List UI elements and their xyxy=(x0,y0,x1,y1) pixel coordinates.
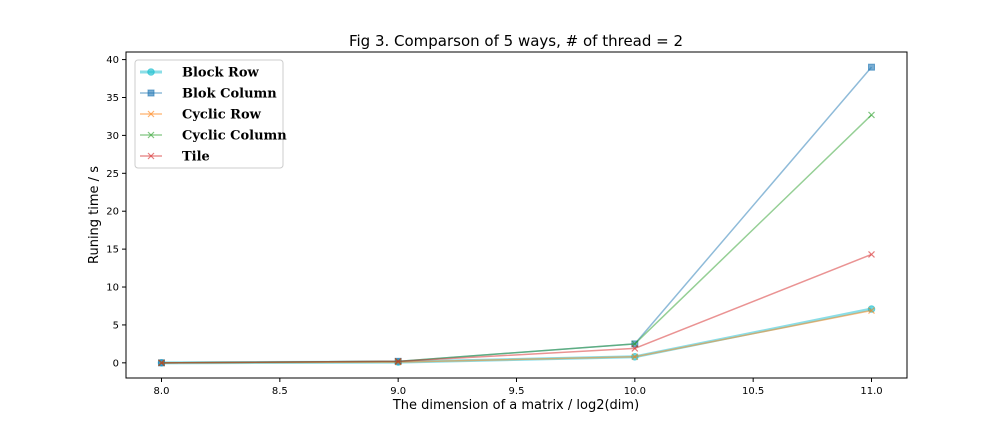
legend-label: Cyclic Column xyxy=(182,129,287,144)
y-tick-label: 35 xyxy=(106,93,119,104)
legend-label: Cyclic Row xyxy=(182,108,262,123)
legend-item-cyclic-column: Cyclic Column xyxy=(140,129,287,144)
y-tick-label: 25 xyxy=(106,169,119,180)
x-tick-label: 10.5 xyxy=(742,386,764,397)
legend-item-block-row: Block Row xyxy=(140,66,260,81)
chart-title: Fig 3. Comparson of 5 ways, # of thread … xyxy=(349,32,683,50)
legend-item-tile: Tile xyxy=(140,150,210,165)
x-tick-label: 11.0 xyxy=(860,386,882,397)
data-point-blok-column xyxy=(868,63,875,71)
series-cyclic-row xyxy=(158,307,875,367)
data-point-cyclic-row xyxy=(868,307,875,314)
legend-item-cyclic-row: Cyclic Row xyxy=(140,108,262,123)
x-tick-label: 8.5 xyxy=(272,386,288,397)
y-tick-label: 5 xyxy=(113,320,119,331)
x-tick-label: 8.0 xyxy=(154,386,170,397)
y-tick-label: 10 xyxy=(106,283,119,294)
legend-label: Block Row xyxy=(182,66,260,81)
data-point-cyclic-column xyxy=(868,111,875,119)
legend-marker xyxy=(147,68,155,76)
x-axis-label: The dimension of a matrix / log2(dim) xyxy=(392,398,639,413)
legend-item-blok-column: Blok Column xyxy=(140,87,277,102)
data-point-tile xyxy=(394,357,402,365)
legend-marker xyxy=(147,89,155,97)
x-tick-label: 10.0 xyxy=(624,386,646,397)
legend-label: Tile xyxy=(182,150,210,165)
series-layer xyxy=(157,63,876,367)
legend-marker xyxy=(147,110,155,118)
series-block-row xyxy=(157,305,876,367)
legend-box xyxy=(134,59,284,169)
y-axis: 0 5 10 15 20 25 30 35 40 xyxy=(106,55,126,369)
legend-marker xyxy=(147,131,155,139)
data-point-cyclic-row xyxy=(631,353,639,361)
series-tile xyxy=(158,250,875,367)
data-point-tile xyxy=(631,345,639,352)
x-tick-label: 9.0 xyxy=(390,386,406,397)
y-axis-label: Runing time / s xyxy=(87,166,102,264)
y-tick-label: 15 xyxy=(106,245,119,256)
series-line-tile xyxy=(161,253,872,364)
y-tick-label: 40 xyxy=(106,55,119,66)
data-point-tile xyxy=(868,250,875,258)
x-tick-label: 9.5 xyxy=(509,386,525,397)
legend: Block Row Blok Column Cyclic Row Cyclic Col… xyxy=(134,59,287,169)
y-tick-label: 30 xyxy=(106,131,119,142)
legend-marker xyxy=(147,152,155,160)
y-tick-label: 0 xyxy=(113,358,119,369)
legend-label: Blok Column xyxy=(182,87,277,102)
x-axis: 8.0 8.5 9.0 9.5 10.0 10.5 11.0 xyxy=(154,378,883,397)
y-tick-label: 20 xyxy=(106,207,119,218)
data-point-tile xyxy=(158,359,165,367)
